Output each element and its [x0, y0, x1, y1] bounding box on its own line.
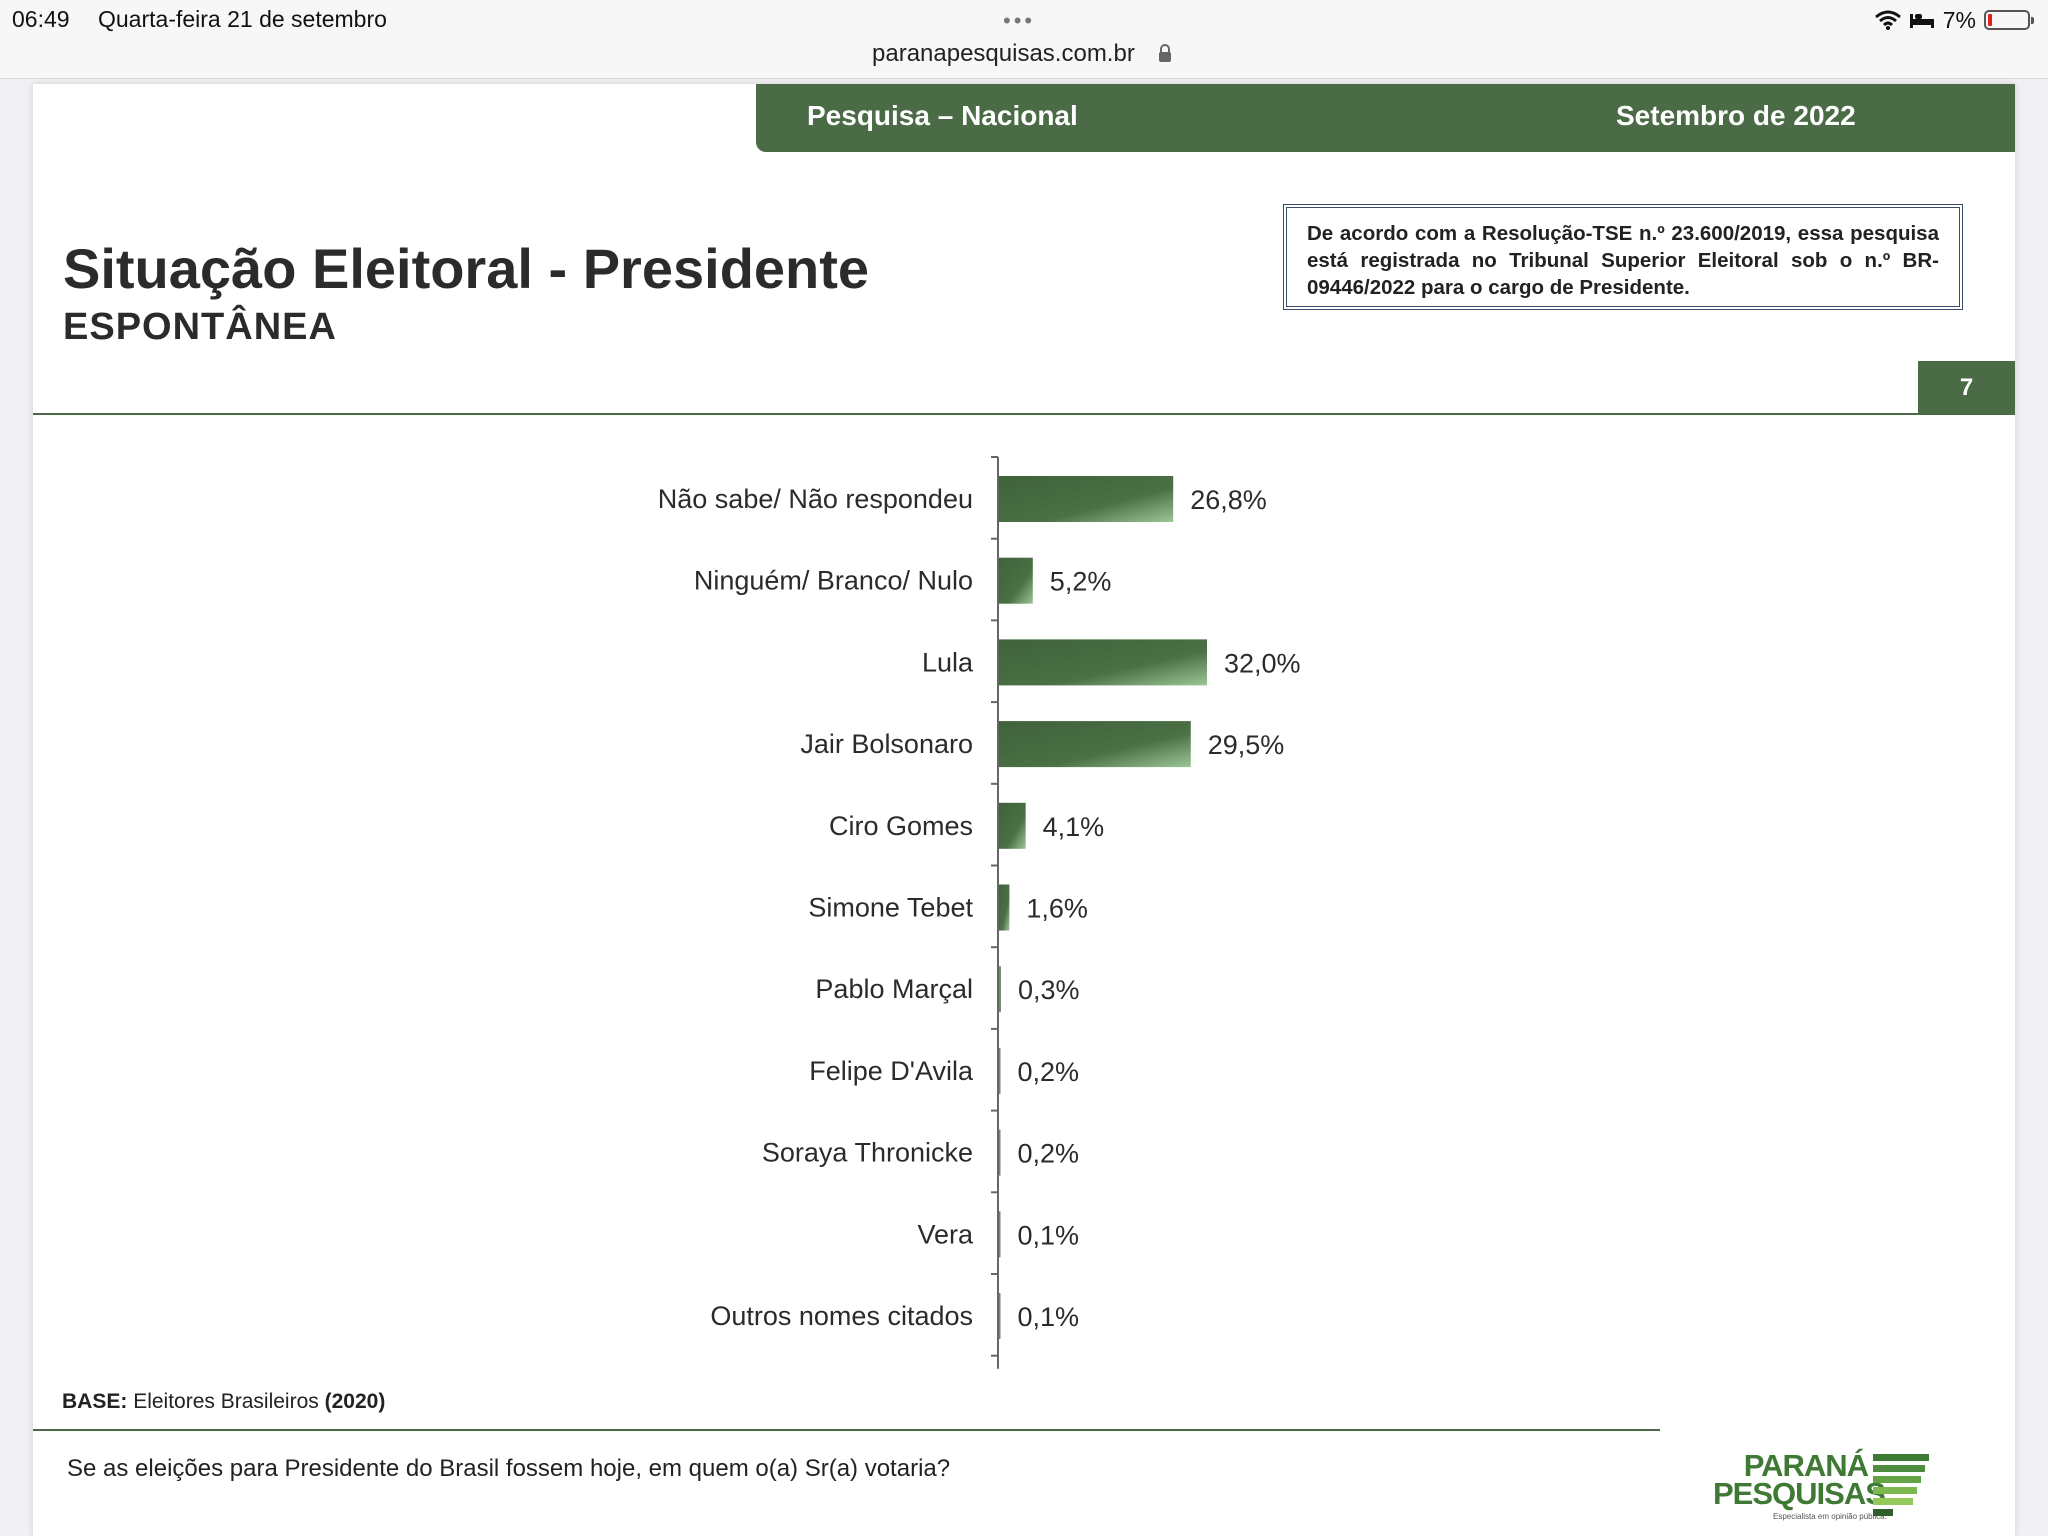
- survey-date: Setembro de 2022: [1616, 100, 1856, 131]
- bar-chart: Não sabe/ Não respondeu 26,8% Ninguém/ Bra…: [658, 456, 1301, 1369]
- data-label: 4,1%: [1043, 812, 1105, 842]
- base-note: BASE: Eleitores Brasileiros (2020): [62, 1390, 385, 1414]
- bar: [999, 1047, 1001, 1094]
- bar: [999, 1211, 1001, 1258]
- category-label: Não sabe/ Não respondeu: [658, 484, 973, 514]
- bed-icon: [1909, 14, 1934, 28]
- logo-line1: PARANÁ: [1743, 1448, 1869, 1483]
- data-label: 29,5%: [1208, 730, 1285, 760]
- category-label: Soraya Thronicke: [762, 1138, 973, 1168]
- data-label: 0,2%: [1018, 1139, 1080, 1169]
- date-text: Quarta-feira 21 de setembro: [98, 6, 387, 32]
- logo-stripes-icon: [1873, 1454, 1929, 1516]
- browser-status-bar: 06:49 Quarta-feira 21 de setembro ••• pa…: [0, 0, 2048, 79]
- category-label: Ninguém/ Branco/ Nulo: [694, 566, 973, 596]
- data-label: 26,8%: [1190, 485, 1267, 515]
- data-label: 0,3%: [1018, 975, 1080, 1005]
- data-label: 0,1%: [1018, 1302, 1080, 1332]
- data-label: 5,2%: [1050, 567, 1112, 597]
- category-label: Pablo Marçal: [815, 974, 973, 1004]
- data-label: 0,1%: [1018, 1220, 1080, 1250]
- bar: [999, 557, 1033, 604]
- survey-question: Se as eleições para Presidente do Brasil…: [67, 1455, 951, 1482]
- bar: [999, 721, 1191, 768]
- category-label: Ciro Gomes: [829, 811, 973, 841]
- category-label: Vera: [917, 1219, 974, 1249]
- bar: [999, 884, 1010, 931]
- page-title: Situação Eleitoral - Presidente: [63, 237, 870, 300]
- logo-tagline: Especialista em opinião pública.: [1773, 1512, 1887, 1521]
- lock-icon: [1159, 44, 1171, 62]
- slide: Pesquisa – Nacional Setembro de 2022 Sit…: [33, 84, 2015, 1536]
- header-divider: [33, 413, 2015, 415]
- base-text: Eleitores Brasileiros: [133, 1390, 319, 1413]
- battery-icon: [1984, 10, 2034, 30]
- bar: [999, 476, 1174, 522]
- survey-scope: Pesquisa – Nacional: [807, 100, 1078, 131]
- category-label: Lula: [922, 647, 974, 677]
- bar: [999, 802, 1026, 849]
- category-label: Outros nomes citados: [710, 1301, 973, 1331]
- clock: 06:49: [12, 6, 70, 32]
- parana-pesquisas-logo: PARANÁ PESQUISAS Especialista em opinião…: [1713, 1450, 1943, 1530]
- battery-percent: 7%: [1942, 6, 1976, 33]
- wifi-icon: [1874, 10, 1901, 30]
- data-label: 32,0%: [1224, 648, 1301, 678]
- category-label: Felipe D'Avila: [809, 1056, 974, 1086]
- more-dots-icon[interactable]: •••: [1003, 8, 1036, 33]
- base-label: BASE:: [62, 1390, 128, 1413]
- category-label: Simone Tebet: [808, 893, 973, 923]
- category-label: Jair Bolsonaro: [800, 729, 973, 759]
- base-sample-size: (2020): [324, 1390, 386, 1413]
- bar: [999, 966, 1001, 1013]
- header-band: [756, 84, 2015, 152]
- data-label: 0,2%: [1018, 1057, 1080, 1087]
- address-bar-url[interactable]: paranapesquisas.com.br: [872, 40, 1135, 67]
- status-icons: 7%: [1874, 6, 2034, 34]
- bar: [999, 639, 1207, 686]
- data-label: 1,6%: [1026, 894, 1088, 924]
- page-subtitle: ESPONTÂNEA: [63, 306, 337, 348]
- bar: [999, 1129, 1001, 1176]
- bar: [999, 1293, 1001, 1339]
- page-number: 7: [1918, 361, 2015, 415]
- footer-divider: [33, 1429, 1660, 1431]
- tse-registration-notice: De acordo com a Resolução-TSE n.º 23.600…: [1283, 204, 1963, 310]
- logo-line2: PESQUISAS: [1713, 1476, 1886, 1511]
